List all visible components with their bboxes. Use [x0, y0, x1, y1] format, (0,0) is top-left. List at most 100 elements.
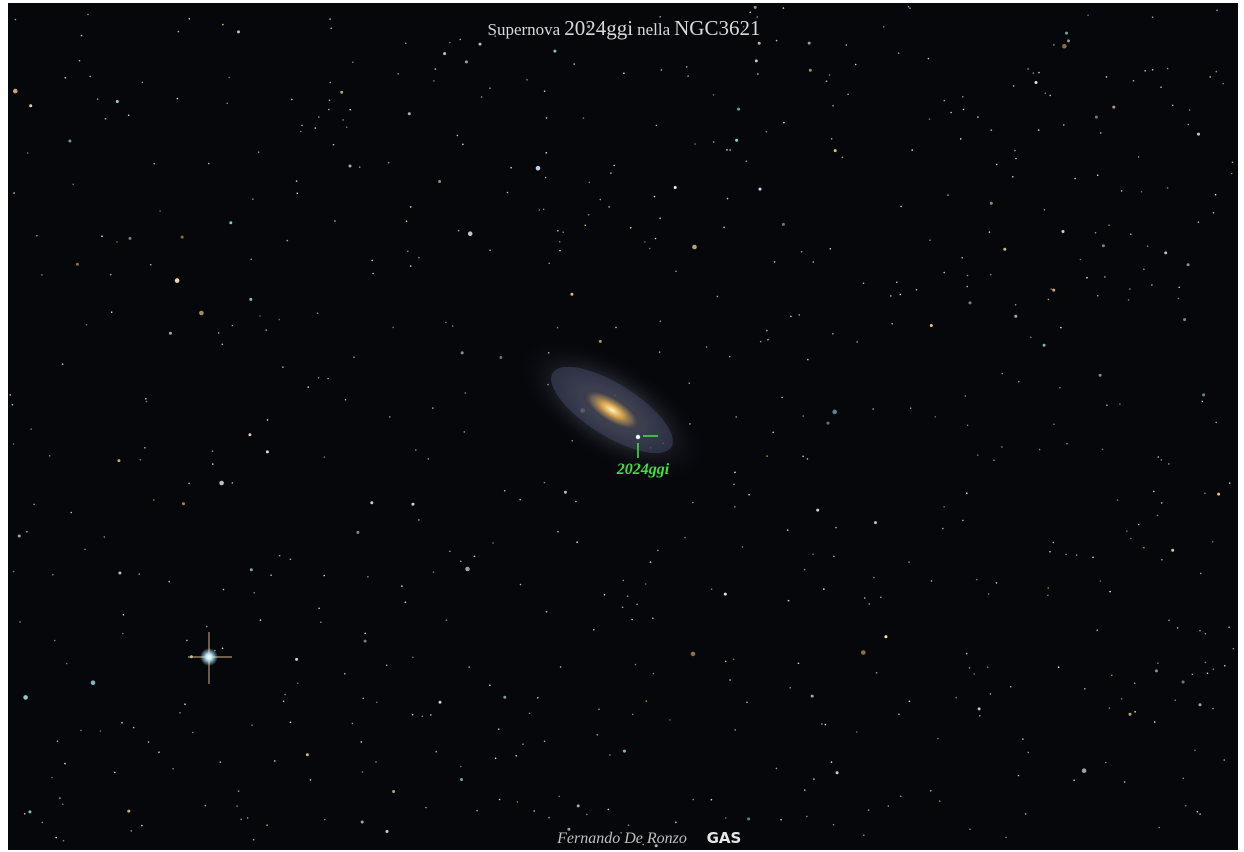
star: [600, 199, 602, 201]
star: [783, 7, 785, 9]
star: [236, 805, 238, 807]
star: [1161, 502, 1163, 504]
star: [788, 600, 790, 602]
star: [1010, 686, 1012, 688]
star: [825, 724, 827, 726]
star: [675, 271, 677, 273]
star: [1018, 381, 1020, 383]
star: [503, 696, 506, 699]
star: [801, 251, 803, 253]
star: [13, 443, 15, 445]
star: [199, 311, 204, 316]
star: [808, 42, 811, 45]
star: [1216, 71, 1218, 73]
star: [344, 673, 346, 675]
star: [608, 206, 610, 208]
star: [449, 42, 451, 44]
star: [144, 447, 146, 449]
star: [248, 433, 251, 436]
star: [274, 760, 276, 762]
star: [977, 454, 979, 456]
star: [832, 333, 834, 335]
star: [706, 346, 708, 348]
star: [1198, 221, 1200, 223]
star: [222, 344, 224, 346]
star: [406, 220, 408, 222]
star: [692, 799, 694, 801]
star: [963, 109, 965, 111]
star: [1175, 699, 1177, 701]
star: [911, 149, 913, 151]
star: [117, 459, 120, 462]
star: [586, 814, 588, 816]
star: [989, 231, 991, 233]
star: [692, 502, 694, 504]
star: [588, 214, 590, 216]
star: [468, 666, 470, 668]
star: [674, 186, 677, 189]
star: [559, 250, 561, 252]
star: [1022, 738, 1024, 740]
star: [364, 633, 366, 635]
star: [1112, 106, 1115, 109]
star: [330, 27, 332, 29]
star: [1014, 150, 1016, 152]
star: [489, 249, 491, 251]
star: [774, 261, 776, 263]
star: [1143, 269, 1145, 271]
star: [802, 456, 804, 458]
star: [141, 825, 143, 827]
star: [653, 673, 655, 675]
star: [522, 743, 524, 745]
star: [65, 77, 67, 79]
star: [931, 580, 933, 582]
star: [1073, 779, 1075, 781]
star: [868, 809, 870, 811]
star: [208, 163, 210, 165]
star: [1106, 76, 1108, 78]
star: [127, 810, 130, 813]
star: [812, 553, 814, 555]
star: [1108, 224, 1110, 226]
star: [1178, 298, 1180, 300]
star: [460, 778, 463, 781]
star: [827, 422, 830, 425]
star: [1129, 713, 1132, 716]
star: [990, 202, 993, 205]
star: [689, 382, 691, 384]
star: [57, 740, 59, 742]
star: [961, 257, 963, 259]
star: [1207, 673, 1209, 675]
star: [251, 724, 253, 726]
star: [726, 149, 728, 151]
star: [1161, 459, 1163, 461]
star: [1215, 194, 1217, 196]
star: [548, 263, 550, 265]
star: [320, 621, 322, 623]
title-part: nella: [637, 20, 670, 39]
star: [798, 314, 800, 316]
star: [412, 657, 414, 659]
star: [661, 69, 663, 71]
star: [229, 221, 232, 224]
star: [609, 754, 611, 756]
star: [150, 264, 152, 266]
star: [589, 182, 591, 184]
star: [54, 640, 56, 642]
star: [987, 666, 989, 668]
star: [519, 499, 521, 501]
star: [42, 822, 44, 824]
star: [1197, 811, 1199, 813]
star: [1086, 277, 1088, 279]
star: [806, 816, 808, 818]
star: [659, 351, 661, 353]
star: [260, 619, 262, 621]
star: [266, 824, 268, 826]
star: [813, 778, 815, 780]
star: [1013, 85, 1015, 87]
star: [929, 239, 931, 241]
star: [445, 322, 447, 324]
title-part: 2024ggi: [564, 16, 633, 40]
star: [826, 80, 828, 82]
star: [128, 115, 130, 117]
